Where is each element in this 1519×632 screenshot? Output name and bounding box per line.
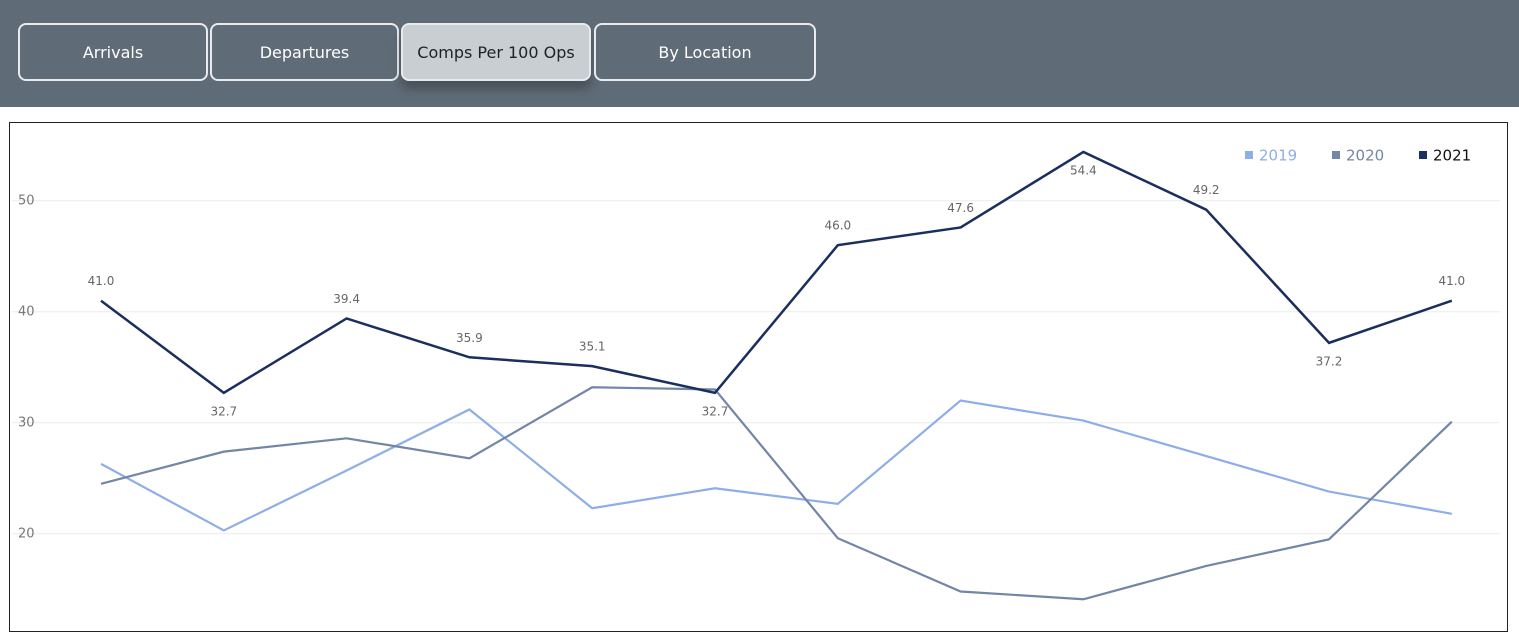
tab[interactable]: Departures bbox=[210, 23, 399, 81]
y-tick-label: 30 bbox=[18, 415, 35, 430]
line bbox=[100, 399, 1452, 532]
data-label: 41.0 bbox=[1438, 274, 1465, 288]
tab[interactable]: Arrivals bbox=[18, 23, 208, 81]
data-label: 37.2 bbox=[1316, 354, 1343, 368]
y-tick-label: 50 bbox=[18, 193, 35, 208]
line bbox=[100, 150, 1453, 395]
data-label: 54.4 bbox=[1070, 163, 1097, 177]
legend-swatch bbox=[1245, 151, 1253, 159]
legend-swatch bbox=[1332, 151, 1340, 159]
data-label: 47.6 bbox=[947, 201, 974, 215]
legend-label: 2019 bbox=[1259, 147, 1297, 165]
y-tick-label: 20 bbox=[18, 526, 35, 541]
tab[interactable]: By Location bbox=[594, 23, 816, 81]
data-label: 35.9 bbox=[456, 331, 483, 345]
data-label: 32.7 bbox=[210, 404, 237, 418]
legend-label: 2020 bbox=[1346, 147, 1384, 165]
line bbox=[100, 386, 1453, 601]
data-label: 41.0 bbox=[88, 274, 115, 288]
data-label: 46.0 bbox=[824, 219, 851, 233]
data-label: 32.7 bbox=[702, 404, 729, 418]
legend-swatch bbox=[1419, 151, 1427, 159]
tab-bar: Arrivals Departures Comps Per 100 Ops By Lo… bbox=[0, 0, 1519, 107]
y-tick-label: 40 bbox=[18, 304, 35, 319]
data-label: 39.4 bbox=[333, 292, 360, 306]
data-label: 35.1 bbox=[579, 340, 606, 354]
legend-label: 2021 bbox=[1433, 147, 1471, 165]
data-label: 49.2 bbox=[1193, 183, 1220, 197]
tab[interactable]: Comps Per 100 Ops bbox=[401, 23, 591, 81]
